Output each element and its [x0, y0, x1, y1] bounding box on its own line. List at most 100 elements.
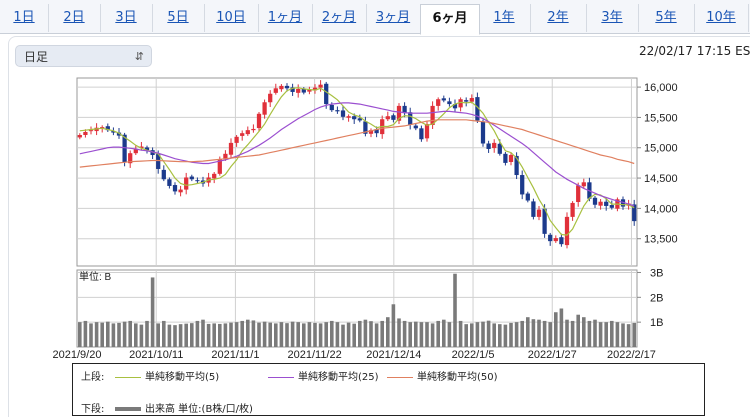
candle-body: [133, 148, 138, 154]
chart-type-select[interactable]: 日足 ⇵: [15, 45, 152, 67]
candle-body: [245, 130, 250, 135]
tab-3[interactable]: 5日: [152, 4, 205, 32]
volume-bar: [587, 320, 592, 347]
candle-body: [251, 128, 256, 131]
legend-volume-label: 出来高 単位:(B株/口/枚): [145, 404, 253, 415]
volume-bar: [481, 321, 485, 347]
candle-body: [520, 175, 525, 195]
candle-body: [632, 204, 637, 222]
volume-bar: [122, 321, 127, 347]
volume-bar: [184, 323, 188, 347]
volume-bar: [134, 323, 138, 347]
legend-lower-row: 下段:: [81, 400, 104, 415]
x-axis-label: 2021/11/1: [211, 349, 259, 361]
volume-bar: [526, 317, 530, 347]
candle-body: [570, 202, 575, 217]
tab-13[interactable]: 10年: [694, 4, 749, 32]
volume-panel: [76, 269, 638, 348]
tab-12[interactable]: 5年: [638, 4, 695, 32]
candle-body: [357, 118, 362, 121]
candle-body: [492, 142, 497, 149]
candle-body: [189, 176, 194, 180]
volume-bar: [397, 318, 401, 347]
candle-body: [340, 110, 346, 117]
tab-2[interactable]: 3日: [100, 4, 153, 32]
candle-body: [128, 153, 133, 164]
volume-bar: [223, 323, 228, 347]
tab-8[interactable]: 6ヶ月: [420, 4, 480, 35]
tab-0[interactable]: 1日: [0, 4, 49, 32]
legend-ma25: 単純移動平均(25): [268, 368, 379, 383]
tab-4[interactable]: 10日: [204, 4, 259, 32]
volume-bar: [436, 320, 440, 347]
tab-10[interactable]: 2年: [530, 4, 587, 32]
candle-body: [105, 126, 110, 131]
legend-upper-row: 上段:: [81, 368, 104, 383]
volume-bar: [229, 322, 233, 347]
candle-body: [139, 146, 144, 149]
candle-body: [156, 154, 161, 169]
volume-bar: [212, 323, 216, 347]
volume-bar: [386, 317, 390, 347]
candle-body: [548, 234, 553, 242]
volume-bar: [117, 322, 121, 347]
tab-6[interactable]: 2ヶ月: [312, 4, 367, 32]
volume-bar: [240, 320, 244, 347]
candle-body: [363, 121, 368, 134]
candle-body: [419, 128, 424, 140]
volume-bar: [246, 319, 250, 347]
ma50-line: [79, 119, 635, 168]
volume-swatch: [115, 407, 141, 411]
volume-bar: [156, 323, 160, 347]
candle-body: [609, 205, 614, 208]
volume-bar: [285, 323, 289, 347]
x-axis-label: 2021/11/22: [287, 349, 341, 361]
volume-bar: [139, 324, 144, 347]
candle-body: [329, 104, 334, 111]
candle-body: [480, 121, 486, 144]
volume-bar: [167, 324, 172, 347]
candle-body: [553, 238, 558, 242]
candle-body: [77, 135, 82, 138]
candle-body: [116, 132, 122, 136]
volume-bar: [374, 323, 379, 347]
volume-bar: [442, 319, 446, 347]
candle-body: [458, 99, 463, 108]
candle-body: [290, 87, 295, 92]
candle-body: [447, 101, 452, 105]
candle-body: [335, 110, 340, 112]
volume-bar: [268, 322, 272, 347]
volume-bar: [218, 323, 222, 347]
volume-bar: [548, 322, 552, 347]
candle-body: [178, 189, 183, 193]
candle-body: [195, 180, 200, 182]
price-panel: [76, 77, 638, 267]
candle-body: [296, 88, 301, 93]
tab-5[interactable]: 1ヶ月: [258, 4, 313, 32]
candle-body: [525, 193, 530, 201]
candle-body: [402, 105, 407, 114]
volume-bar: [279, 322, 284, 347]
candle-body: [234, 136, 239, 143]
volume-bar: [520, 320, 524, 347]
volume-bar: [380, 320, 384, 347]
x-axis-label: 2021/10/11: [129, 349, 183, 361]
candle-body: [604, 201, 609, 206]
tab-11[interactable]: 3年: [586, 4, 639, 32]
volume-bar: [206, 323, 211, 347]
candle-body: [464, 100, 469, 102]
tab-9[interactable]: 1年: [478, 4, 531, 32]
volume-bar: [542, 320, 547, 347]
volume-bar: [201, 319, 205, 347]
legend-ma25-label: 単純移動平均(25): [298, 372, 379, 383]
tab-1[interactable]: 2日: [48, 4, 101, 32]
legend-ma50-label: 単純移動平均(50): [417, 372, 498, 383]
volume-bar: [251, 320, 256, 347]
timestamp: 22/02/17 17:15 ES: [639, 44, 750, 58]
volume-bar: [408, 322, 412, 347]
volume-bar: [621, 323, 625, 347]
volume-bar: [475, 322, 480, 347]
candle-body: [592, 197, 598, 205]
candle-body: [503, 153, 508, 163]
candle-body: [212, 173, 217, 179]
